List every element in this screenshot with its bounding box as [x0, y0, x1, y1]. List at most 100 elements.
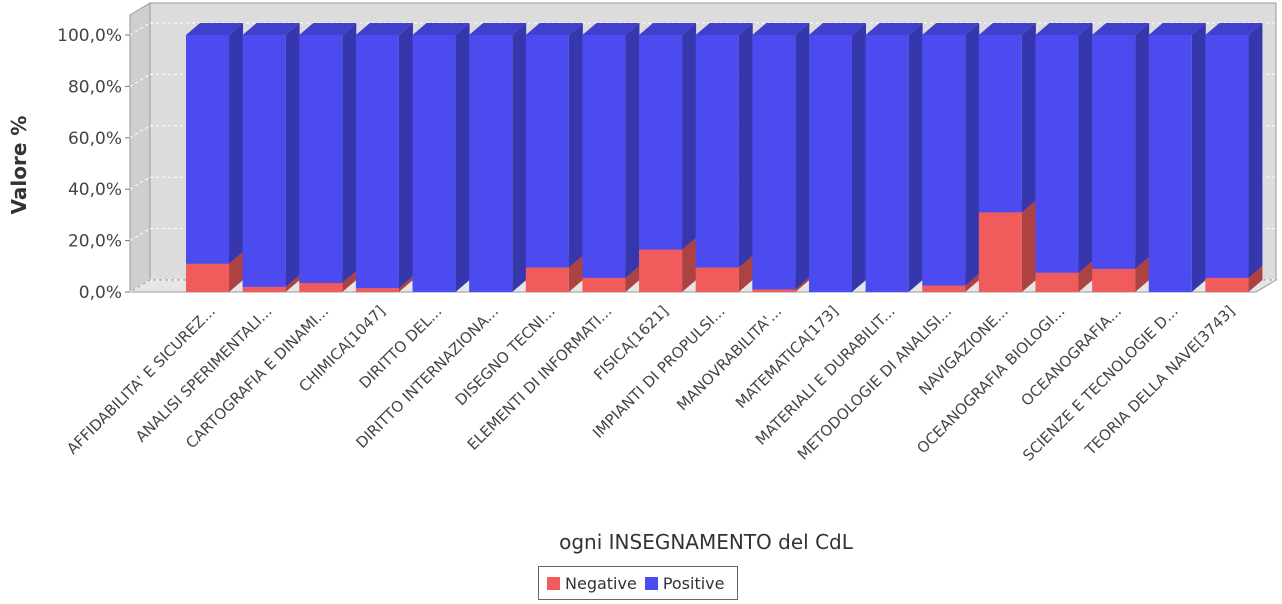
bar-front	[299, 35, 343, 284]
category-label: OCEANOGRAFIA...	[1018, 302, 1126, 410]
bar-front	[1205, 277, 1249, 292]
category-label: DISEGNO TECNI...	[452, 302, 559, 409]
bar-side	[1078, 23, 1093, 273]
legend-label-positive: Positive	[662, 573, 725, 593]
bar-side	[965, 273, 980, 292]
bar-positive-9	[695, 23, 753, 268]
bar-front	[186, 263, 230, 292]
bar-front	[1035, 35, 1079, 273]
y-tick-label: 60,0%	[68, 129, 122, 149]
bar-top	[582, 23, 640, 35]
bar-side	[398, 23, 413, 289]
bar-side	[1021, 23, 1036, 213]
bar-side	[1135, 256, 1150, 292]
category-label: MANOVRABILITA'...	[673, 302, 785, 414]
bar-positive-17	[1148, 23, 1206, 292]
legend-item-positive: Positive	[644, 573, 729, 593]
bar-front	[1092, 268, 1136, 292]
bar-side	[1191, 23, 1206, 292]
legend: Negative Positive	[538, 566, 738, 600]
bar-side	[625, 23, 640, 278]
bar-front	[355, 35, 399, 289]
bar-side	[795, 277, 810, 292]
bars	[186, 23, 1263, 292]
bar-positive-1	[242, 23, 300, 287]
bar-front	[242, 286, 286, 292]
bar-positive-13	[922, 23, 980, 286]
bar-top	[978, 23, 1036, 35]
bar-front	[1092, 35, 1136, 269]
bar-side	[512, 23, 527, 292]
bar-front	[1148, 35, 1192, 292]
gridline-side	[129, 125, 151, 139]
bar-top	[639, 23, 697, 35]
bar-side	[625, 265, 640, 292]
bar-side	[285, 23, 300, 287]
gridline-side	[129, 228, 151, 242]
plot-left-wall	[129, 2, 151, 293]
bar-positive-0	[186, 23, 244, 264]
bar-top	[186, 23, 244, 35]
bar-top	[355, 23, 413, 35]
bar-positive-6	[525, 23, 583, 268]
bar-side	[682, 23, 697, 250]
bar-positive-5	[469, 23, 527, 292]
bar-top	[469, 23, 527, 35]
gridline-side	[129, 279, 151, 293]
bar-front	[865, 35, 909, 292]
bar-front	[525, 35, 569, 268]
bar-top	[695, 23, 753, 35]
bar-front	[582, 35, 626, 278]
bar-negative-14	[978, 200, 1036, 292]
bar-side	[1135, 23, 1150, 269]
bar-front	[922, 285, 966, 292]
bar-side	[1248, 23, 1263, 278]
bar-positive-15	[1035, 23, 1093, 273]
bar-side	[795, 23, 810, 290]
bar-positive-16	[1092, 23, 1150, 269]
bar-front	[978, 212, 1022, 292]
bar-top	[808, 23, 866, 35]
bar-side	[229, 251, 244, 292]
y-tick-label: 20,0%	[68, 232, 122, 252]
bar-side	[229, 23, 244, 264]
y-tick-label: 40,0%	[68, 180, 122, 200]
bar-front	[412, 35, 456, 292]
bar-top	[922, 23, 980, 35]
bar-positive-11	[808, 23, 866, 292]
gridline-side	[129, 176, 151, 190]
bar-front	[469, 35, 513, 292]
bar-side	[682, 237, 697, 292]
bar-side	[1021, 200, 1036, 292]
legend-swatch-positive	[644, 576, 658, 590]
bar-top	[412, 23, 470, 35]
bar-side	[738, 23, 753, 268]
y-tick-label: 0,0%	[79, 283, 122, 303]
bar-front	[582, 277, 626, 292]
legend-item-negative: Negative	[547, 574, 641, 593]
bar-front	[299, 283, 343, 292]
bar-front	[752, 289, 796, 292]
bar-positive-18	[1205, 23, 1263, 278]
bar-side	[908, 23, 923, 292]
bar-front	[242, 35, 286, 287]
bar-top	[1092, 23, 1150, 35]
bar-positive-12	[865, 23, 923, 292]
legend-swatch-negative	[547, 576, 560, 590]
bar-front	[186, 35, 230, 264]
bar-side	[1248, 265, 1263, 292]
y-tick-label: 80,0%	[68, 77, 122, 97]
bar-positive-8	[639, 23, 697, 250]
bar-positive-2	[299, 23, 357, 284]
bar-top	[299, 23, 357, 35]
gridline-side	[129, 73, 151, 87]
bar-top	[242, 23, 300, 35]
bar-top	[752, 23, 810, 35]
bar-side	[1078, 260, 1093, 292]
bar-front	[639, 249, 683, 292]
bar-side	[851, 23, 866, 292]
bar-top	[865, 23, 923, 35]
bar-front	[1035, 272, 1079, 292]
bar-top	[1205, 23, 1263, 35]
bar-front	[978, 35, 1022, 213]
